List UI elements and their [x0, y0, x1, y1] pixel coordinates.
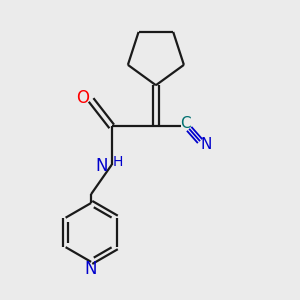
Text: H: H [113, 155, 123, 169]
Text: N: N [95, 157, 108, 175]
Text: O: O [76, 89, 89, 107]
Text: C: C [180, 116, 190, 131]
Text: N: N [85, 260, 98, 278]
Text: N: N [200, 137, 211, 152]
